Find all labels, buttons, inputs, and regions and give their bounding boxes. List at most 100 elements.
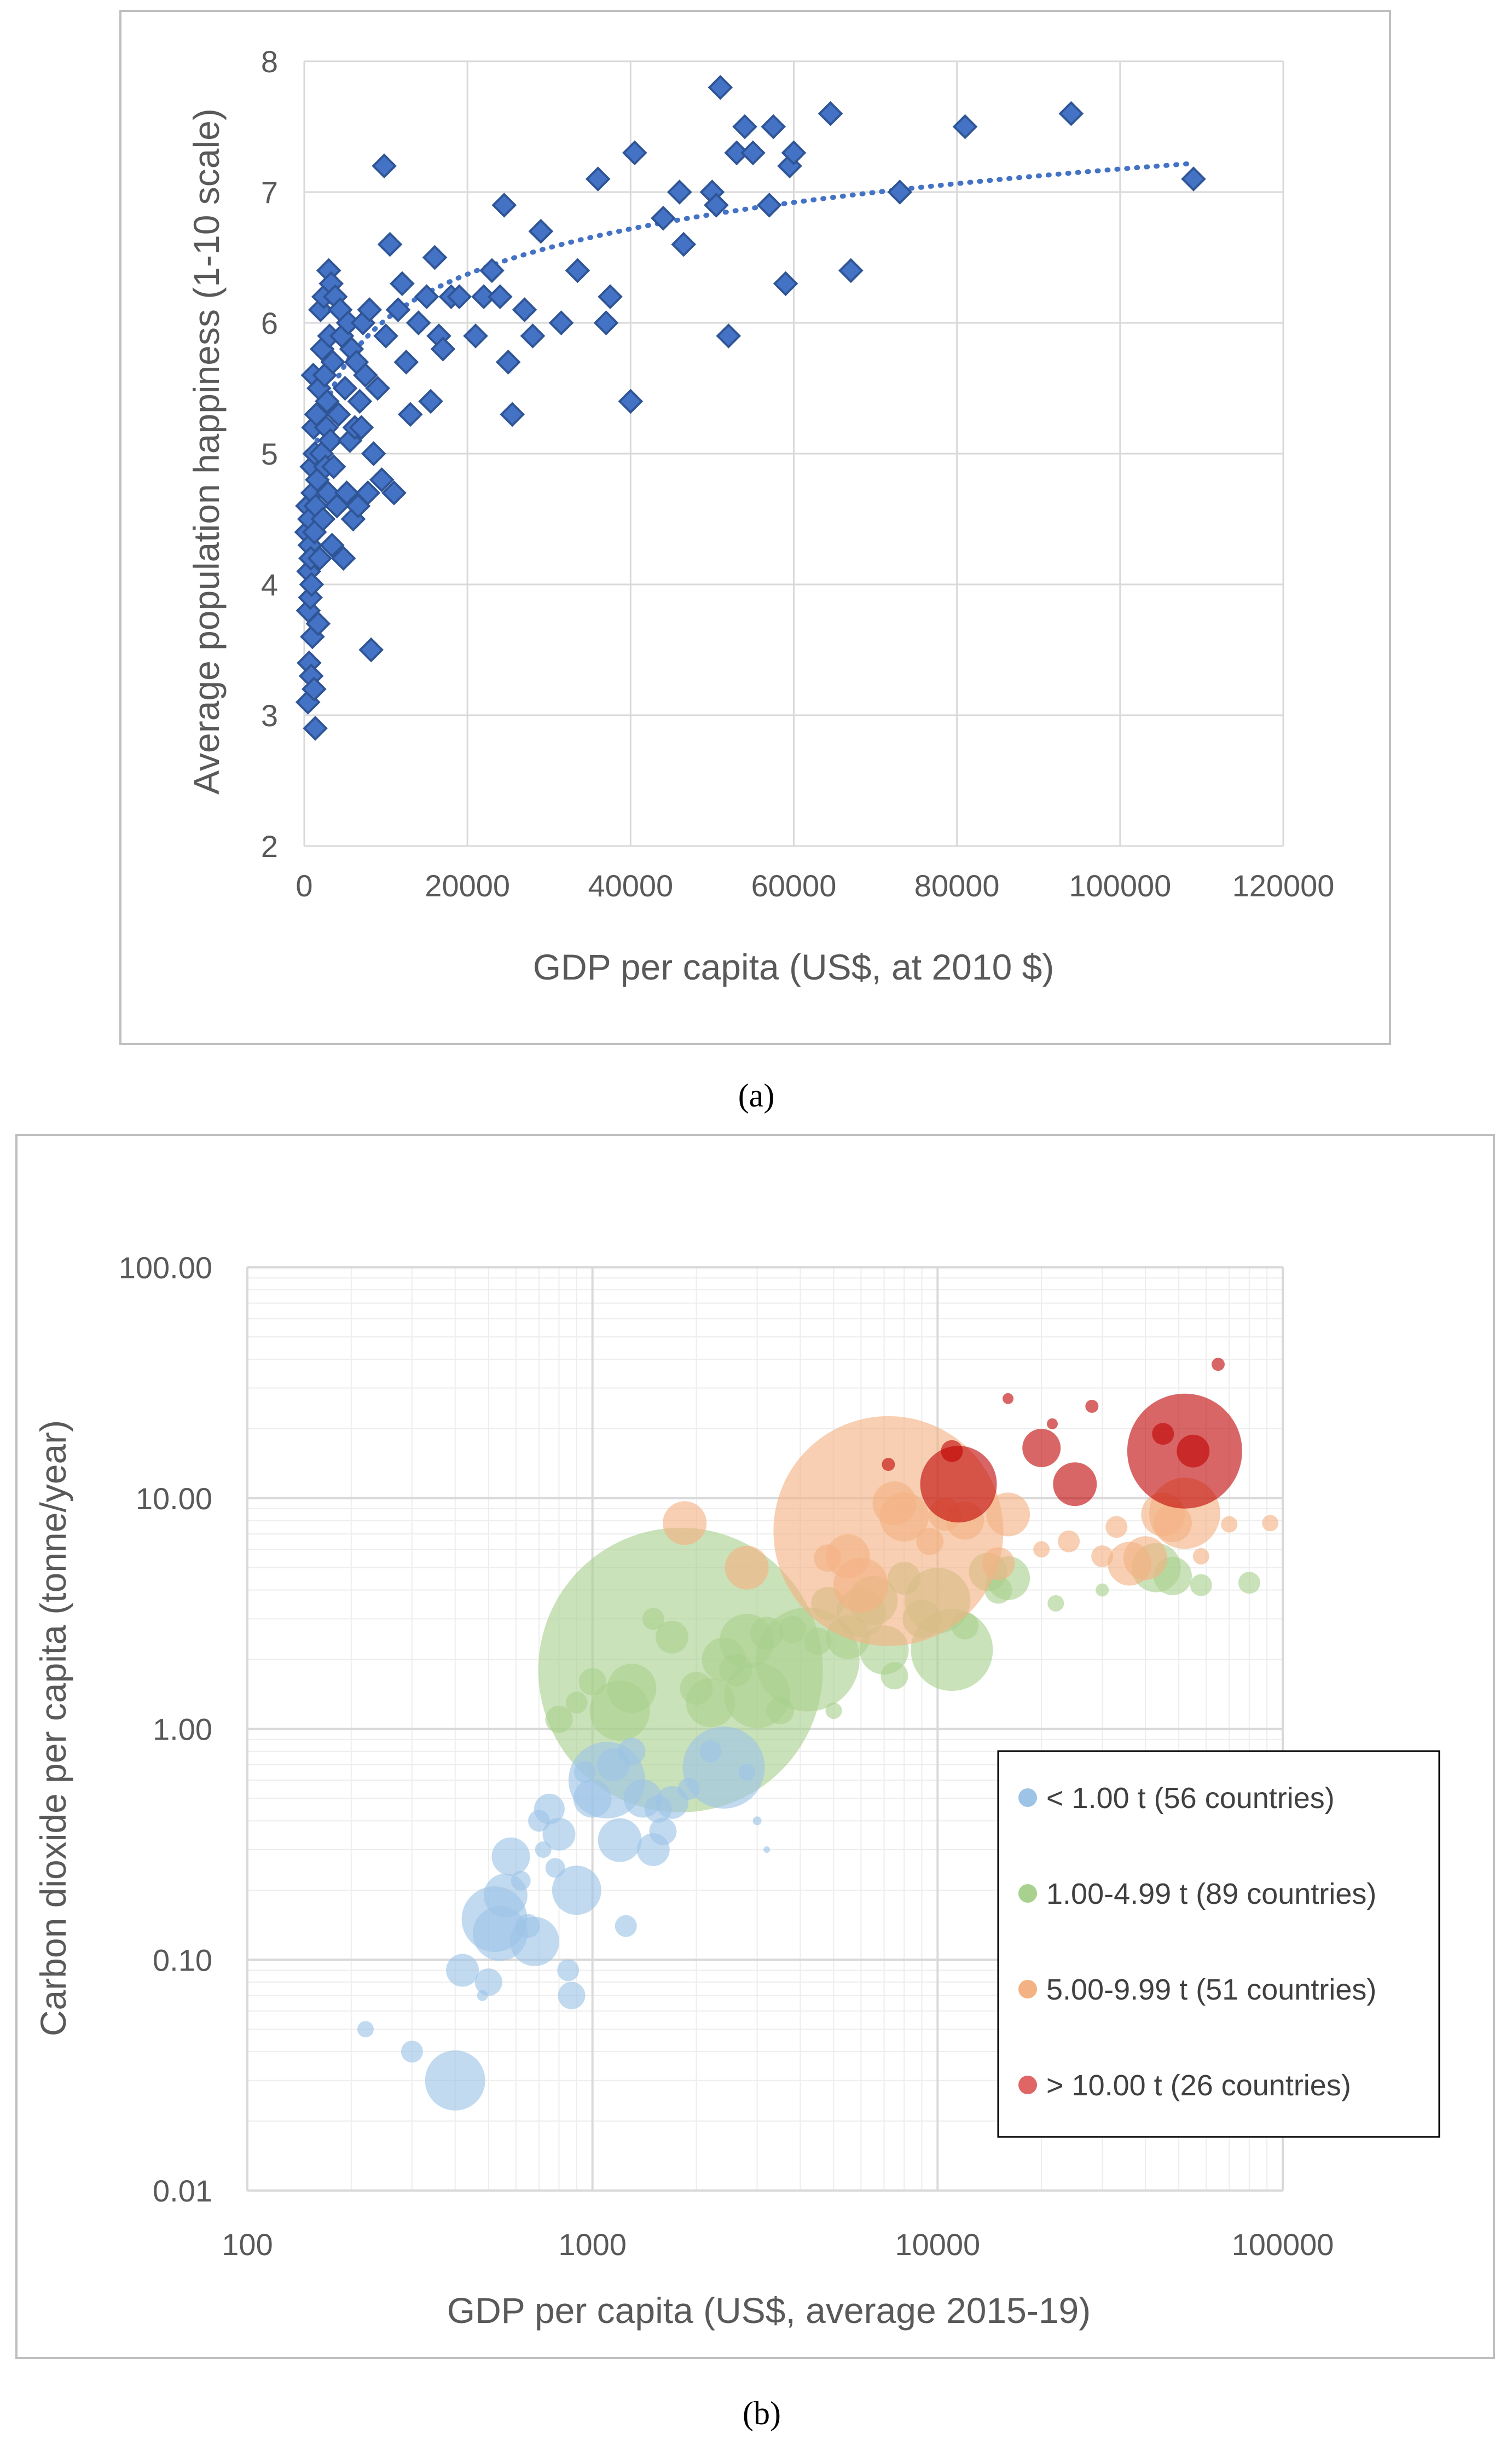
chart-a-point <box>299 572 325 597</box>
chart-a-point <box>593 310 619 335</box>
legend-label-orange: 5.00-9.99 t (51 countries) <box>1046 1973 1376 2006</box>
chart-a-point <box>818 101 843 126</box>
chart-a-point <box>838 258 864 283</box>
chart-b-bubble-blue <box>677 1778 700 1800</box>
chart-b-bubble-blue <box>699 1740 722 1763</box>
chart-a-point <box>667 179 692 205</box>
chart-b-bubble-blue <box>649 1817 677 1845</box>
chart-b-bubble-blue <box>573 1761 596 1783</box>
chart-b-y-tick-label: 100.00 <box>119 1250 212 1285</box>
chart-a-point <box>393 349 419 375</box>
chart-b-bubble-blue <box>357 2021 374 2038</box>
chart-a-point <box>773 271 798 297</box>
chart-a-point <box>952 114 978 140</box>
legend-label-red: > 10.00 t (26 countries) <box>1046 2069 1351 2102</box>
chart-a-point <box>528 218 554 244</box>
chart-b-bubble-blue <box>573 1779 612 1818</box>
chart-b-bubble-red <box>882 1458 895 1471</box>
chart-a-x-tick-label: 100000 <box>1069 868 1171 903</box>
chart-b-bubble-green <box>825 1702 842 1719</box>
chart-a-point <box>708 74 733 100</box>
chart-b-bubble-orange <box>1091 1545 1114 1567</box>
chart-b-bubble-red <box>920 1446 997 1523</box>
chart-b-bubble-orange <box>1221 1516 1238 1533</box>
chart-b-bubble-green <box>565 1691 588 1714</box>
chart-a-point <box>321 454 346 479</box>
chart-b-bubble-orange <box>725 1545 769 1590</box>
chart-a-point <box>372 153 397 179</box>
chart-b-bubble-green <box>680 1672 713 1705</box>
chart-a-point <box>314 389 340 414</box>
chart-a-point <box>724 140 749 166</box>
chart-a-point <box>405 310 431 335</box>
chart-b-bubble-green <box>545 1706 573 1733</box>
chart-b-bubble-green <box>779 1615 807 1643</box>
chart-b-bubble-blue <box>401 2041 423 2063</box>
chart-b-bubble-blue <box>598 1818 642 1862</box>
chart-a-point <box>447 284 472 310</box>
chart-b-bubble-orange <box>986 1492 1030 1537</box>
chart-a-point <box>305 611 331 636</box>
chart-b-bubble-orange <box>916 1527 944 1555</box>
chart-a-y-ticks: 2 3 4 5 6 7 8 <box>261 44 278 864</box>
chart-a-point <box>418 389 443 414</box>
chart-a-point <box>319 532 345 558</box>
chart-b-bubble-green <box>766 1697 794 1725</box>
chart-a-point <box>716 323 741 349</box>
chart-a-point <box>520 323 546 349</box>
chart-b-ylabel: Carbon dioxide per capita (tonne/year) <box>33 1420 73 2036</box>
chart-a-point <box>781 140 807 166</box>
chart-b-bubble-blue <box>542 1817 576 1851</box>
chart-a-x-tick-label: 120000 <box>1232 868 1335 903</box>
chart-b-bubble-orange <box>1033 1541 1050 1558</box>
chart-b-bubble-orange <box>872 1481 917 1526</box>
chart-a-point <box>347 389 373 414</box>
chart-b-xlabel: GDP per capita (US$, average 2015-19) <box>447 2290 1091 2331</box>
chart-a-y-tick-label: 3 <box>261 698 278 733</box>
chart-a-point <box>357 297 383 322</box>
legend-label-green: 1.00-4.99 t (89 countries) <box>1046 1878 1376 1910</box>
chart-a-point <box>385 297 411 322</box>
chart-a-point <box>491 193 517 218</box>
chart-b-bubble-orange <box>1192 1548 1209 1565</box>
chart-b-bubble-red <box>1177 1434 1210 1468</box>
legend-marker-green <box>1018 1884 1037 1903</box>
chart-b-bubble-blue <box>446 1954 479 1987</box>
chart-b-panel-label: (b) <box>743 2395 781 2431</box>
chart-b-y-tick-label: 1.00 <box>153 1712 212 1747</box>
chart-b-bubble-green <box>750 1617 784 1650</box>
chart-a-point <box>422 245 448 270</box>
chart-a-point <box>622 140 647 166</box>
legend-marker-blue <box>1018 1788 1037 1807</box>
chart-a-point <box>332 375 358 401</box>
chart-b-bubble-blue <box>763 1846 771 1853</box>
chart-a-point <box>320 349 346 375</box>
chart-a-point <box>887 179 913 205</box>
chart-a-point <box>651 205 676 231</box>
chart-b-bubble-red <box>1047 1418 1058 1429</box>
chart-a-point <box>373 323 398 349</box>
chart-b-bubble-blue <box>511 1870 531 1891</box>
chart-b-bubble-orange <box>663 1501 707 1545</box>
chart-b-bubble-blue <box>528 1810 550 1832</box>
chart-a-point <box>310 506 336 532</box>
chart-a-point <box>349 415 374 441</box>
chart-a-x-tick-label: 40000 <box>588 868 673 903</box>
chart-a-xlabel: GDP per capita (US$, at 2010 $) <box>533 947 1055 987</box>
chart-a-gridlines <box>303 60 1284 847</box>
legend-marker-orange <box>1018 1980 1037 1998</box>
chart-a-x-tick-label: 20000 <box>425 868 510 903</box>
chart-b-bubble-blue <box>477 1990 488 2001</box>
chart-a-trendline <box>304 161 1196 552</box>
chart-a-point <box>397 402 423 427</box>
chart-b-y-tick-label: 10.00 <box>136 1481 212 1516</box>
chart-a-y-tick-label: 6 <box>261 306 278 340</box>
chart-a-point <box>463 323 488 349</box>
chart-a-point <box>1181 166 1206 192</box>
chart-b-bubble-green <box>1190 1574 1212 1596</box>
chart-b-bubble-green <box>719 1653 752 1687</box>
chart-a-point <box>598 284 623 310</box>
chart-b-bubble-orange <box>1105 1516 1128 1538</box>
chart-b-y-tick-label: 0.10 <box>153 1943 212 1977</box>
chart-b-x-tick-label: 100 <box>222 2227 273 2262</box>
